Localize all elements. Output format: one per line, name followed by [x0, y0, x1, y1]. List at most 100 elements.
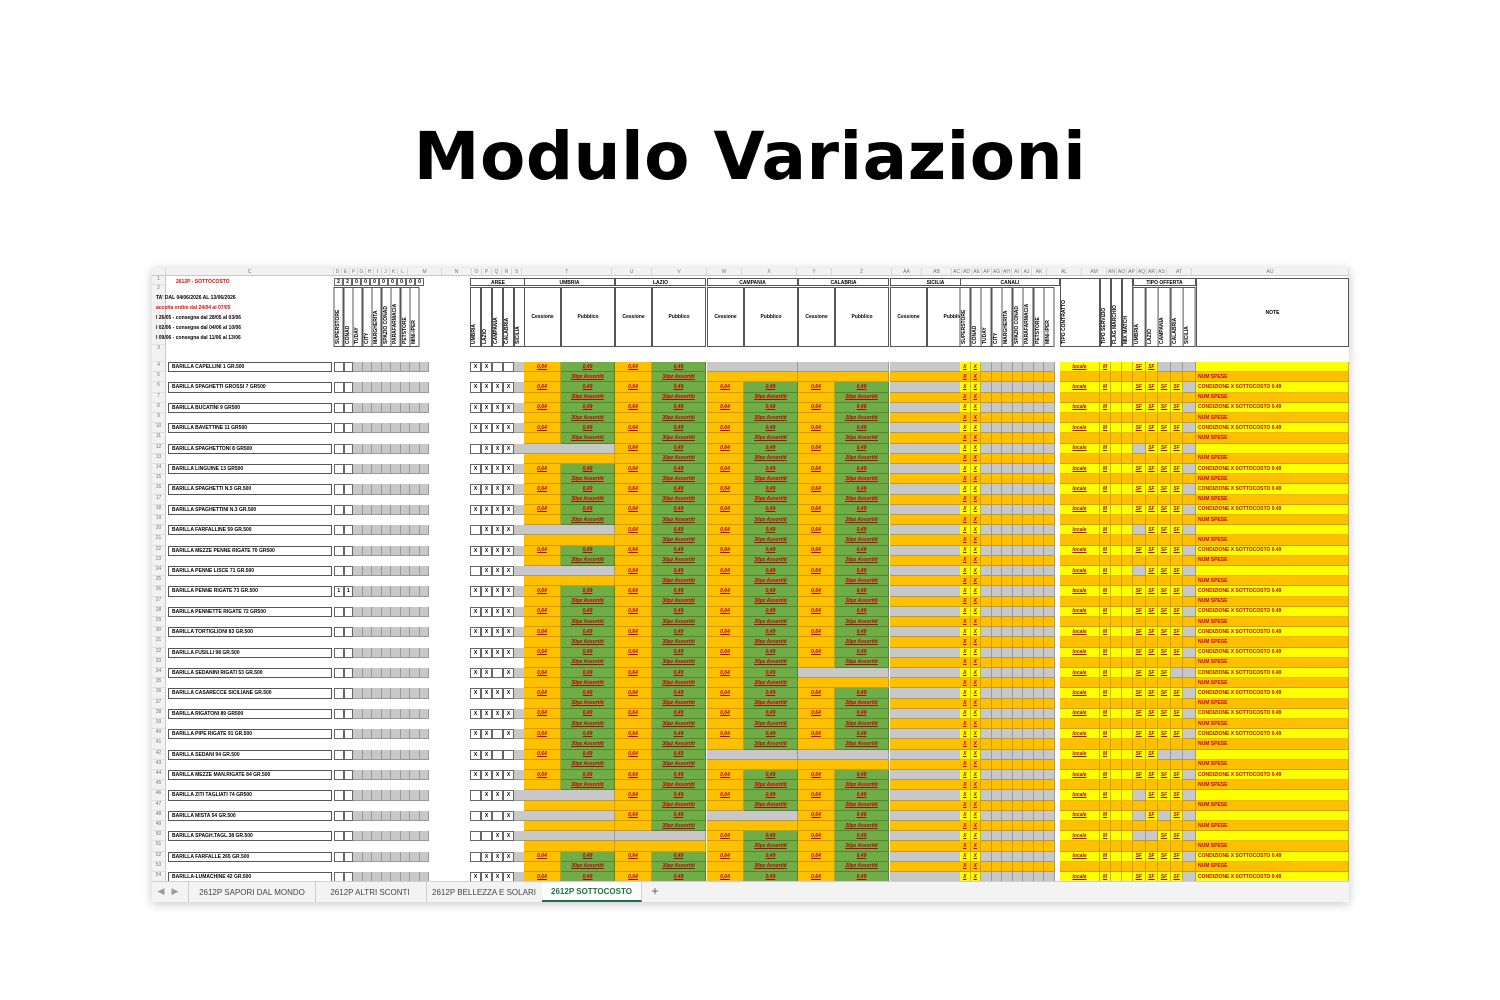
region-empty[interactable] [524, 453, 615, 464]
canale-empty[interactable] [1012, 372, 1023, 383]
area-cell[interactable]: X [481, 872, 492, 881]
format-cell[interactable] [391, 586, 401, 597]
canale-empty[interactable] [1023, 678, 1034, 689]
column-header[interactable]: AA [892, 268, 922, 276]
tipo-offerta-cell[interactable] [1183, 810, 1196, 821]
product-name[interactable]: BARILLA SPAGH.TAGL.38 GR.500 [168, 831, 332, 842]
cessione-price[interactable]: 0,64 [707, 688, 744, 699]
cessione-price[interactable]: 0,64 [707, 770, 744, 781]
pubblico-price[interactable]: 0,49 [835, 627, 889, 638]
tipo-offerta-empty[interactable] [1170, 698, 1184, 709]
format-cell[interactable] [343, 566, 353, 577]
note-cell[interactable]: CONDIZIONE X SOTTOCOSTO 0.49 [1196, 647, 1349, 658]
pubblico-price[interactable]: 0,49 [652, 749, 706, 760]
mix-match-empty[interactable] [1122, 657, 1133, 668]
area-cell[interactable]: X [492, 790, 503, 801]
cessione-price[interactable]: 0,64 [707, 566, 744, 577]
canale-x[interactable]: X [970, 678, 981, 689]
canale-empty[interactable] [1033, 555, 1044, 566]
tipo-offerta-cell[interactable]: SF [1145, 464, 1159, 475]
canale-empty[interactable] [1044, 821, 1055, 832]
assortiti-label[interactable]: 30pz Assortiti [835, 800, 889, 811]
flag-cell[interactable]: 0 [370, 278, 379, 286]
mix-match-empty[interactable] [1122, 413, 1133, 424]
cessione-price[interactable]: 0,64 [798, 688, 835, 699]
tipo-servizio[interactable]: M [1100, 586, 1111, 597]
format-cell[interactable] [353, 464, 363, 475]
region-empty[interactable] [707, 759, 798, 770]
row-number[interactable]: 50 [152, 831, 166, 842]
canale-empty[interactable] [1044, 719, 1055, 730]
canale-empty[interactable] [991, 719, 1002, 730]
tipo-offerta-empty[interactable] [1145, 739, 1159, 750]
note-cell[interactable]: CONDIZIONE X SOTTOCOSTO 0.49 [1196, 688, 1349, 699]
format-value[interactable]: 1 [343, 586, 353, 597]
note-cell[interactable]: NUM SPESE [1196, 474, 1349, 485]
note-cell[interactable]: CONDIZIONE X SOTTOCOSTO 0.49 [1196, 423, 1349, 434]
assortiti-label[interactable]: 30pz Assortiti [744, 657, 798, 668]
canale-empty[interactable] [1002, 647, 1013, 658]
format-cell[interactable] [410, 749, 420, 760]
flag-marchio[interactable] [1111, 831, 1122, 842]
tipo-offerta-cell[interactable] [1158, 810, 1171, 821]
canale-empty[interactable] [981, 780, 992, 791]
canale-empty[interactable] [1002, 464, 1013, 475]
flag-marchio[interactable] [1111, 566, 1122, 577]
canale-empty[interactable] [981, 525, 992, 536]
canale-empty[interactable] [1044, 402, 1055, 413]
cessione-empty[interactable] [524, 698, 561, 709]
note-cell[interactable]: NUM SPESE [1196, 719, 1349, 730]
format-cell[interactable] [391, 647, 401, 658]
canale-x[interactable]: X [960, 525, 971, 536]
cessione-empty[interactable] [615, 535, 652, 546]
flag-marchio-empty[interactable] [1111, 800, 1122, 811]
format-cell[interactable] [372, 831, 382, 842]
format-cell[interactable] [353, 362, 363, 373]
mix-match[interactable] [1122, 423, 1133, 434]
note-cell[interactable]: CONDIZIONE X SOTTOCOSTO 0.49 [1196, 545, 1349, 556]
format-cell[interactable] [353, 668, 363, 679]
format-cell[interactable] [353, 402, 363, 413]
pubblico-price[interactable]: 0,49 [835, 606, 889, 617]
area-cell[interactable]: X [492, 464, 503, 475]
canale-empty[interactable] [1002, 637, 1013, 648]
flag-marchio-empty[interactable] [1111, 780, 1122, 791]
cessione-price[interactable]: 0,64 [707, 586, 744, 597]
assortiti-label[interactable]: 30pz Assortiti [835, 841, 889, 852]
canale-empty[interactable] [1023, 392, 1034, 403]
format-cell[interactable] [372, 606, 382, 617]
tipo-offerta-empty[interactable] [1183, 657, 1196, 668]
cessione-empty[interactable] [798, 535, 835, 546]
cessione-price[interactable]: 0,64 [707, 831, 744, 842]
tipo-contratto[interactable]: locale [1060, 729, 1100, 740]
format-cell[interactable] [372, 402, 382, 413]
pubblico-price[interactable]: 0,49 [561, 402, 615, 413]
tipo-offerta-empty[interactable] [1133, 474, 1146, 485]
tipo-offerta-cell[interactable]: SF [1145, 484, 1159, 495]
cessione-price[interactable]: 0,64 [707, 851, 744, 862]
canale-empty[interactable] [1044, 872, 1055, 881]
pubblico-price[interactable]: 0,49 [744, 586, 798, 597]
canale-x[interactable]: X [970, 831, 981, 842]
area-cell[interactable]: X [492, 525, 503, 536]
tipo-offerta-cell[interactable] [1183, 382, 1196, 393]
pubblico-price[interactable]: 0,49 [744, 770, 798, 781]
cessione-empty[interactable] [524, 413, 561, 424]
row-number[interactable]: 22 [152, 545, 166, 556]
row-number[interactable]: 18 [152, 504, 166, 515]
format-cell[interactable] [353, 831, 363, 842]
tipo-offerta-empty[interactable] [1158, 515, 1171, 526]
pubblico-price[interactable]: 0,49 [835, 688, 889, 699]
tipo-offerta-empty[interactable] [1183, 474, 1196, 485]
assortiti-label[interactable]: 30pz Assortiti [835, 637, 889, 648]
tipo-servizio-empty[interactable] [1100, 392, 1111, 403]
cessione-empty[interactable] [798, 494, 835, 505]
cessione-empty[interactable] [798, 392, 835, 403]
canale-x[interactable]: X [960, 749, 971, 760]
format-cell[interactable] [419, 810, 429, 821]
assortiti-label[interactable]: 30pz Assortiti [652, 515, 706, 526]
tipo-offerta-cell[interactable]: SF [1170, 708, 1184, 719]
cessione-empty[interactable] [798, 821, 835, 832]
canale-empty[interactable] [1044, 698, 1055, 709]
tipo-offerta-empty[interactable] [1145, 453, 1159, 464]
